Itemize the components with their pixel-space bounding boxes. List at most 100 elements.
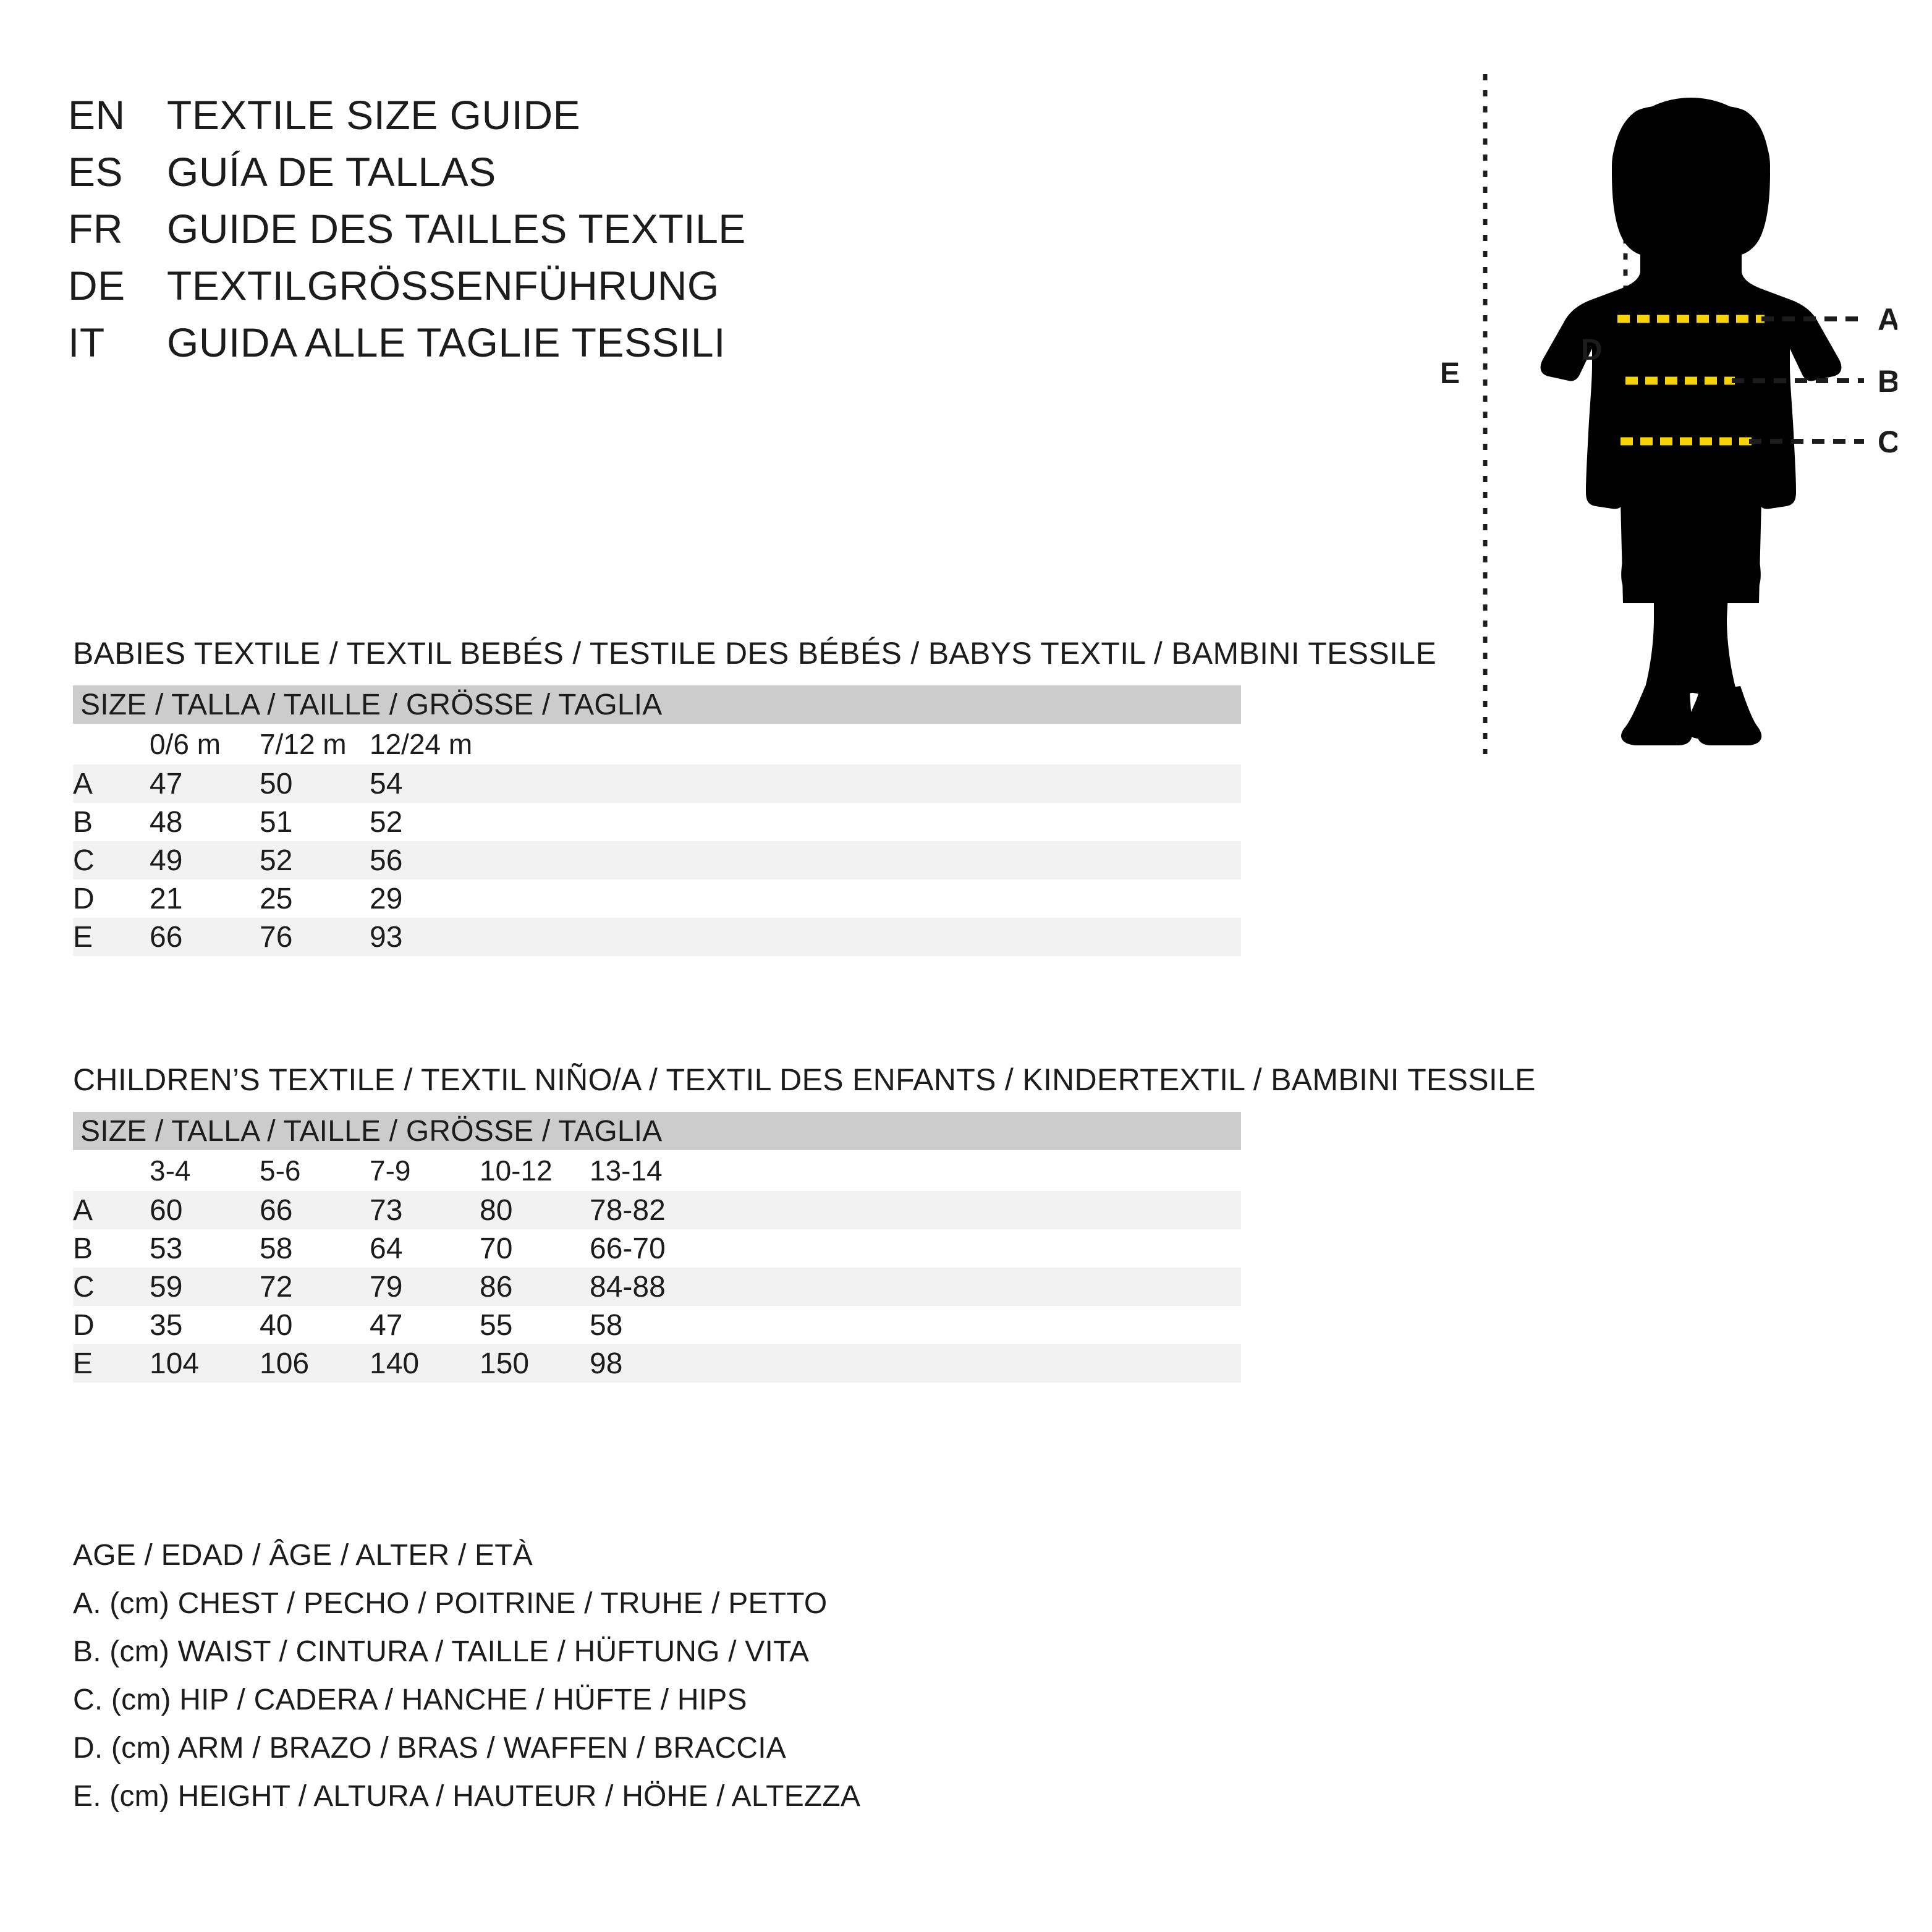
cell-value: 56 xyxy=(370,841,480,879)
cell-value: 104 xyxy=(150,1344,260,1383)
table-row: E 104 106 140 150 98 xyxy=(73,1344,1242,1383)
spacer-cell xyxy=(706,1229,1242,1268)
column-header: 3-4 xyxy=(150,1150,260,1191)
table-row: D 21 25 29 xyxy=(73,879,1241,918)
column-header: 12/24 m xyxy=(370,724,480,765)
title-text: GUÍA DE TALLAS xyxy=(167,149,496,195)
cell-value: 66-70 xyxy=(590,1229,706,1268)
corner-cell xyxy=(73,1150,150,1191)
cell-value: 98 xyxy=(590,1344,706,1383)
row-label: C xyxy=(73,1268,150,1306)
row-label: E xyxy=(73,1344,150,1383)
column-header: 7/12 m xyxy=(260,724,370,765)
cell-value: 52 xyxy=(370,803,480,841)
cell-value: 40 xyxy=(260,1306,370,1344)
cell-value: 50 xyxy=(260,765,370,803)
measurement-diagram: A B C D E xyxy=(1415,74,1897,766)
cell-value: 78-82 xyxy=(590,1191,706,1229)
legend-heading: AGE / EDAD / ÂGE / ALTER / ETÀ xyxy=(73,1539,533,1572)
cell-value: 150 xyxy=(480,1344,590,1383)
row-label: B xyxy=(73,1229,150,1268)
column-header: 7-9 xyxy=(370,1150,480,1191)
babies-textile-section: BABIES TEXTILE / TEXTIL BEBÉS / TESTILE … xyxy=(73,635,1436,956)
figure-label-c: C xyxy=(1878,425,1897,459)
child-silhouette-icon xyxy=(1540,98,1842,745)
column-header: 0/6 m xyxy=(150,724,260,765)
title-row-en: EN TEXTILE SIZE GUIDE xyxy=(68,91,1242,148)
cell-value: 49 xyxy=(150,841,260,879)
legend-item-c: C. (cm) HIP / CADERA / HANCHE / HÜFTE / … xyxy=(73,1684,747,1716)
table-band-header-row: SIZE / TALLA / TAILLE / GRÖSSE / TAGLIA xyxy=(73,685,1241,724)
cell-value: 73 xyxy=(370,1191,480,1229)
legend-item-a: A. (cm) CHEST / PECHO / POITRINE / TRUHE… xyxy=(73,1587,828,1620)
cell-value: 66 xyxy=(260,1191,370,1229)
title-lang-code: FR xyxy=(68,206,123,252)
title-text: GUIDE DES TAILLES TEXTILE xyxy=(167,206,746,252)
title-text: TEXTILE SIZE GUIDE xyxy=(167,92,581,138)
spacer-cell xyxy=(706,1344,1242,1383)
table-row: C 59 72 79 86 84-88 xyxy=(73,1268,1242,1306)
cell-value: 25 xyxy=(260,879,370,918)
cell-value: 106 xyxy=(260,1344,370,1383)
spacer-cell xyxy=(480,765,1241,803)
table-row: B 53 58 64 70 66-70 xyxy=(73,1229,1242,1268)
column-header: 10-12 xyxy=(480,1150,590,1191)
table-row: E 66 76 93 xyxy=(73,918,1241,956)
legend-item-b: B. (cm) WAIST / CINTURA / TAILLE / HÜFTU… xyxy=(73,1635,810,1668)
title-lang-code: ES xyxy=(68,149,124,195)
cell-value: 140 xyxy=(370,1344,480,1383)
babies-band-header: SIZE / TALLA / TAILLE / GRÖSSE / TAGLIA xyxy=(73,685,1241,724)
spacer-cell xyxy=(480,724,1241,765)
row-label: D xyxy=(73,879,150,918)
cell-value: 52 xyxy=(260,841,370,879)
title-lang-code: DE xyxy=(68,263,125,308)
title-row-fr: FR GUIDE DES TAILLES TEXTILE xyxy=(68,205,1242,262)
table-row: C 49 52 56 xyxy=(73,841,1241,879)
babies-size-table: SIZE / TALLA / TAILLE / GRÖSSE / TAGLIA … xyxy=(73,685,1241,956)
title-row-de: DE TEXTILGRÖSSENFÜHRUNG xyxy=(68,262,1242,319)
row-label: B xyxy=(73,803,150,841)
row-label: A xyxy=(73,765,150,803)
cell-value: 86 xyxy=(480,1268,590,1306)
cell-value: 84-88 xyxy=(590,1268,706,1306)
title-text: TEXTILGRÖSSENFÜHRUNG xyxy=(167,263,719,308)
spacer-cell xyxy=(480,879,1241,918)
cell-value: 35 xyxy=(150,1306,260,1344)
table-row: A 60 66 73 80 78-82 xyxy=(73,1191,1242,1229)
children-size-table: SIZE / TALLA / TAILLE / GRÖSSE / TAGLIA … xyxy=(73,1112,1242,1383)
title-text: GUIDA ALLE TAGLIE TESSILI xyxy=(167,320,726,365)
cell-value: 59 xyxy=(150,1268,260,1306)
cell-value: 58 xyxy=(590,1306,706,1344)
column-header: 13-14 xyxy=(590,1150,706,1191)
figure-label-d: D xyxy=(1581,334,1603,366)
cell-value: 54 xyxy=(370,765,480,803)
cell-value: 21 xyxy=(150,879,260,918)
spacer-cell xyxy=(706,1268,1242,1306)
legend-item-e: E. (cm) HEIGHT / ALTURA / HAUTEUR / HÖHE… xyxy=(73,1780,861,1813)
title-row-es: ES GUÍA DE TALLAS xyxy=(68,148,1242,205)
row-label: A xyxy=(73,1191,150,1229)
table-row: D 35 40 47 55 58 xyxy=(73,1306,1242,1344)
cell-value: 47 xyxy=(370,1306,480,1344)
measurement-legend: AGE / EDAD / ÂGE / ALTER / ETÀ A. (cm) C… xyxy=(73,1532,1247,1821)
row-label: C xyxy=(73,841,150,879)
spacer-cell xyxy=(706,1191,1242,1229)
spacer-cell xyxy=(480,841,1241,879)
cell-value: 58 xyxy=(260,1229,370,1268)
cell-value: 76 xyxy=(260,918,370,956)
table-row: B 48 51 52 xyxy=(73,803,1241,841)
row-label: D xyxy=(73,1306,150,1344)
title-row-it: IT GUIDA ALLE TAGLIE TESSILI xyxy=(68,319,1242,376)
spacer-cell xyxy=(480,803,1241,841)
cell-value: 64 xyxy=(370,1229,480,1268)
language-title-block: EN TEXTILE SIZE GUIDE ES GUÍA DE TALLAS … xyxy=(68,91,1242,376)
children-section-title: CHILDREN’S TEXTILE / TEXTIL NIÑO/A / TEX… xyxy=(73,1062,1536,1097)
babies-column-header-row: 0/6 m 7/12 m 12/24 m xyxy=(73,724,1241,765)
cell-value: 72 xyxy=(260,1268,370,1306)
figure-label-e: E xyxy=(1440,357,1460,390)
title-lang-code: EN xyxy=(68,92,125,138)
table-band-header-row: SIZE / TALLA / TAILLE / GRÖSSE / TAGLIA xyxy=(73,1112,1242,1150)
figure-label-a: A xyxy=(1878,302,1897,337)
cell-value: 48 xyxy=(150,803,260,841)
children-band-header: SIZE / TALLA / TAILLE / GRÖSSE / TAGLIA xyxy=(73,1112,1242,1150)
